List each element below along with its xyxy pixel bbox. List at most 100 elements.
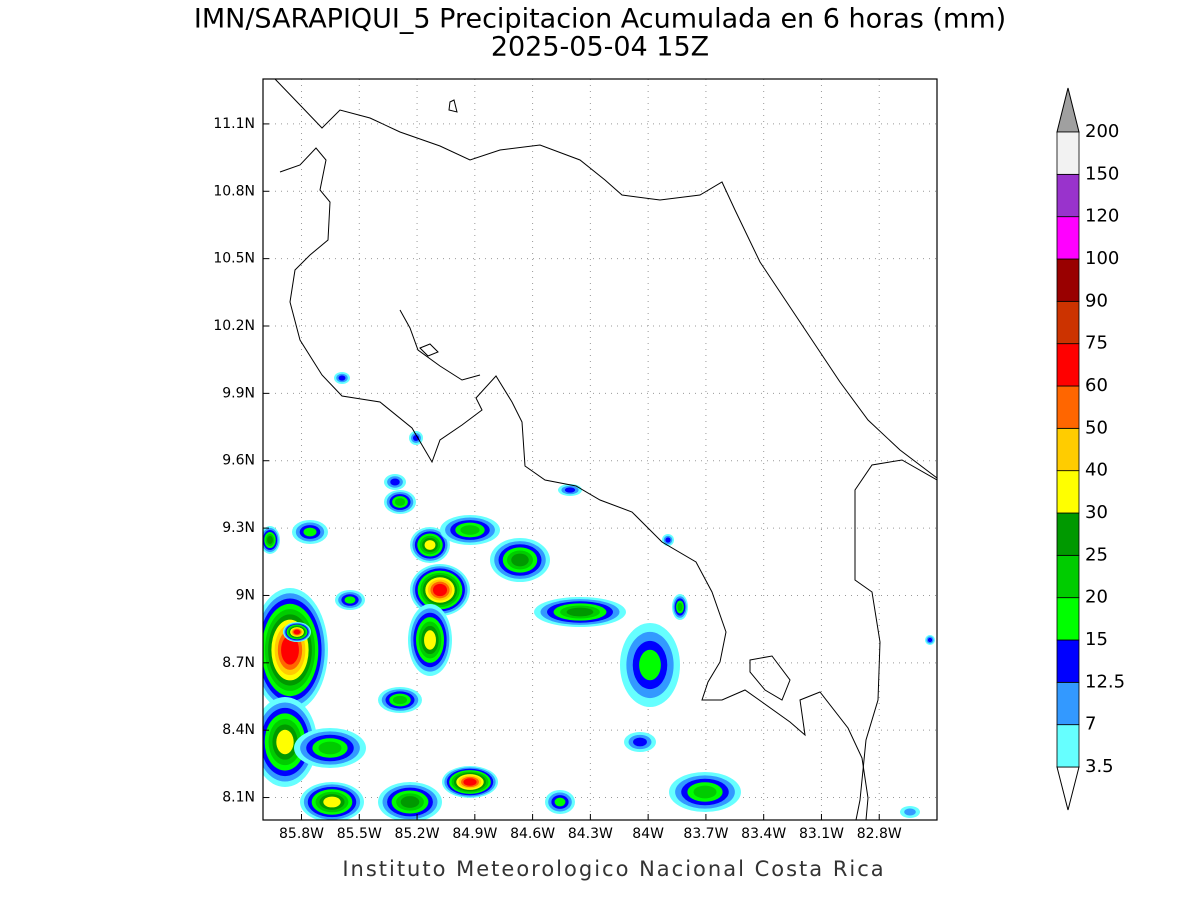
precip-contour	[432, 583, 448, 597]
colorbar-label: 75	[1085, 333, 1108, 354]
colorbar-box	[1056, 554, 1080, 599]
precip-contour	[927, 637, 933, 643]
lon-tick-label: 82.8W	[857, 826, 902, 842]
colorbar-under	[1056, 766, 1080, 811]
precip-contour	[665, 537, 671, 543]
precip-contour	[276, 729, 294, 755]
lat-tick-label: 11.1N	[213, 116, 255, 132]
precip-contour	[318, 741, 342, 755]
colorbar-label: 50	[1085, 417, 1108, 438]
map-frame	[262, 78, 938, 821]
lat-tick-label: 9.6N	[222, 453, 255, 469]
precip-contour	[554, 797, 566, 807]
colorbar-box	[1056, 681, 1080, 726]
precip-contour	[338, 375, 346, 381]
coastline	[279, 147, 869, 820]
precip-contour	[267, 535, 273, 545]
precip-contour	[460, 525, 480, 535]
colorbar-label: 40	[1085, 460, 1108, 481]
lat-tick-label: 10.8N	[213, 183, 255, 199]
lon-tick-label: 84.9W	[452, 826, 497, 842]
colorbar-label: 3.5	[1085, 756, 1114, 777]
colorbar-box	[1056, 512, 1080, 556]
precip-contour	[303, 527, 317, 537]
lat-tick-label: 8.1N	[222, 790, 255, 806]
colorbar-label: 12.5	[1085, 671, 1125, 692]
colorbar: 3.5 7 12.5 15 20 25 30 40 50 60 75 90 100 120 150 200	[1056, 87, 1125, 811]
colorbar-box	[1056, 258, 1080, 302]
coastline	[274, 79, 937, 479]
lake	[419, 343, 439, 357]
lon-tick-label: 84.6W	[510, 826, 555, 842]
lat-tick-label: 8.4N	[222, 722, 255, 738]
precip-contour	[511, 553, 529, 567]
subtitle: 2025-05-04 15Z	[491, 32, 709, 63]
colorbar-box	[1056, 470, 1080, 514]
island	[448, 99, 458, 113]
coastlines	[274, 79, 937, 820]
precip-contour	[392, 695, 408, 705]
colorbar-label: 150	[1085, 163, 1119, 184]
colorbar-box	[1056, 427, 1080, 472]
precipitation	[263, 372, 935, 820]
lon-tick-label: 83.1W	[799, 826, 844, 842]
precip-contour	[566, 607, 594, 617]
colorbar-over	[1056, 87, 1080, 133]
footer: Instituto Meteorologico Nacional Costa R…	[342, 857, 885, 881]
colorbar-label: 25	[1085, 544, 1108, 565]
colorbar-label: 120	[1085, 206, 1119, 227]
lat-tick-label: 10.5N	[213, 251, 255, 267]
lon-tick-label: 85.2W	[395, 826, 440, 842]
colorbar-label: 7	[1085, 714, 1096, 735]
colorbar-label: 100	[1085, 248, 1119, 269]
colorbar-box	[1056, 216, 1080, 260]
precip-contour	[424, 630, 436, 650]
precip-contour	[564, 487, 576, 493]
colorbar-box	[1056, 300, 1080, 345]
lon-tick-label: 84.3W	[568, 826, 613, 842]
precip-contour	[394, 498, 406, 506]
colorbar-box	[1056, 724, 1080, 768]
colorbar-box	[1056, 385, 1080, 429]
lat-tick-label: 8.7N	[222, 655, 255, 671]
colorbar-box	[1056, 639, 1080, 683]
precip-contour	[293, 629, 301, 635]
lon-tick-label: 84W	[632, 826, 664, 842]
colorbar-label: 15	[1085, 629, 1108, 650]
title: IMN/SARAPIQUI_5 Precipitacion Acumulada …	[194, 4, 1006, 35]
lon-tick-label: 83.7W	[683, 826, 728, 842]
colorbar-label: 60	[1085, 375, 1108, 396]
lat-tick-label: 9N	[236, 587, 255, 603]
precip-contour	[344, 596, 356, 604]
colorbar-label: 20	[1085, 587, 1108, 608]
lat-tick-label: 10.2N	[213, 318, 255, 334]
lon-tick-label: 85.5W	[337, 826, 382, 842]
colorbar-box	[1056, 597, 1080, 641]
precip-contour	[639, 649, 661, 681]
precip-contour	[390, 478, 400, 486]
lon-tick-label: 85.8W	[279, 826, 324, 842]
coastline	[854, 459, 937, 820]
precip-contour	[463, 778, 477, 786]
precip-contour	[677, 602, 683, 612]
precip-contour	[693, 785, 717, 799]
colorbar-label: 90	[1085, 290, 1108, 311]
colorbar-label: 200	[1085, 121, 1119, 142]
precip-contour	[904, 808, 916, 816]
precip-contour	[400, 796, 420, 808]
colorbar-box	[1056, 173, 1080, 218]
precip-contour	[424, 540, 436, 550]
colorbar-label: 30	[1085, 502, 1108, 523]
precip-contour	[281, 635, 299, 665]
coastline	[749, 655, 791, 701]
precip-contour	[323, 796, 341, 808]
lon-tick-label: 83.4W	[741, 826, 786, 842]
lat-tick-label: 9.9N	[222, 385, 255, 401]
grid	[263, 79, 937, 820]
lat-tick-label: 9.3N	[222, 520, 255, 536]
coastline	[399, 309, 481, 381]
colorbar-box	[1056, 343, 1080, 387]
colorbar-box	[1056, 131, 1080, 175]
